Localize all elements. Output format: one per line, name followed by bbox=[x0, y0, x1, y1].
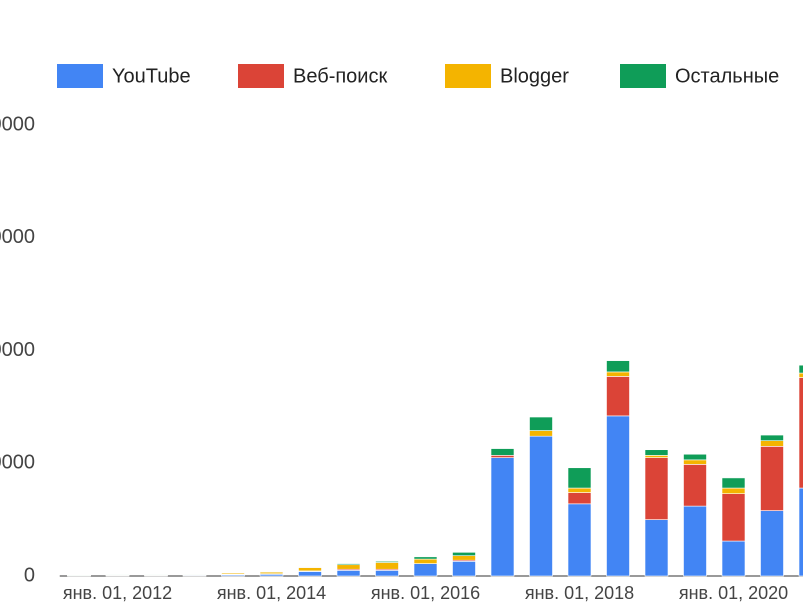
y-tick-label: 40000 bbox=[0, 113, 35, 135]
legend-label: Остальные bbox=[675, 65, 779, 87]
legend-swatch bbox=[238, 64, 284, 88]
bar-segment bbox=[683, 453, 707, 461]
bar-segment bbox=[490, 455, 515, 458]
bar-segment bbox=[760, 446, 784, 511]
x-tick-label: янв. 01, 2012 bbox=[63, 583, 172, 603]
bar-segment bbox=[798, 377, 803, 489]
bar-segment bbox=[721, 493, 746, 542]
bar-segment bbox=[760, 510, 784, 577]
bar-segment bbox=[336, 564, 361, 570]
bar-segment bbox=[644, 455, 669, 458]
x-tick-label: янв. 01, 2020 bbox=[679, 583, 788, 603]
bar-segment bbox=[644, 457, 669, 520]
bar-segment bbox=[529, 430, 553, 437]
legend-swatch bbox=[57, 64, 103, 88]
y-tick-label: 0 bbox=[24, 564, 35, 586]
bar-segment bbox=[452, 561, 476, 577]
bar-segment bbox=[221, 572, 245, 574]
bar-segment bbox=[298, 571, 322, 577]
legend-label: YouTube bbox=[112, 65, 191, 87]
bar-segment bbox=[644, 519, 669, 577]
bar-segment bbox=[721, 540, 746, 577]
bar-segment bbox=[452, 555, 476, 561]
bar-segment bbox=[683, 459, 707, 465]
y-tick-label: 20000 bbox=[0, 339, 35, 361]
bar-segment bbox=[683, 505, 707, 577]
bar-segment bbox=[798, 372, 803, 378]
bar-segment bbox=[452, 552, 476, 557]
bar-segment bbox=[683, 464, 707, 507]
bar-segment bbox=[375, 562, 399, 570]
bar-segment bbox=[413, 556, 438, 560]
y-tick-label: 30000 bbox=[0, 226, 35, 248]
x-tick-label: янв. 01, 2018 bbox=[525, 583, 634, 603]
bar-segment bbox=[413, 563, 438, 577]
legend-swatch bbox=[620, 64, 666, 88]
bar-segment bbox=[798, 364, 803, 374]
legend-swatch bbox=[445, 64, 491, 88]
bar-segment bbox=[298, 566, 322, 568]
bar-segment bbox=[798, 487, 803, 577]
bar-segment bbox=[375, 570, 399, 577]
bar-segment bbox=[721, 477, 746, 489]
bar-segment bbox=[567, 503, 592, 577]
bar-segment bbox=[760, 434, 784, 441]
bar-segment bbox=[644, 449, 669, 456]
bar-segment bbox=[760, 440, 784, 447]
bar-segment bbox=[567, 487, 592, 493]
bar-segment bbox=[606, 371, 630, 377]
bar-segment bbox=[413, 558, 438, 564]
bar-segment bbox=[529, 435, 553, 577]
bar-segment bbox=[490, 448, 515, 456]
bar-segment bbox=[606, 376, 630, 417]
x-tick-label: янв. 01, 2014 bbox=[217, 583, 326, 603]
bar-segment bbox=[721, 487, 746, 494]
y-tick-label: 10000 bbox=[0, 452, 35, 474]
bar-segment bbox=[606, 360, 630, 373]
bar-segment bbox=[490, 457, 515, 577]
bar-segment bbox=[529, 416, 553, 431]
bar-segment bbox=[567, 467, 592, 489]
bar-segment bbox=[298, 567, 322, 572]
bar-segment bbox=[336, 570, 361, 577]
legend-label: Blogger bbox=[500, 65, 569, 87]
bar-segment bbox=[336, 563, 361, 566]
bar-segment bbox=[259, 571, 284, 573]
bar-segment bbox=[567, 492, 592, 505]
legend-label: Веб-поиск bbox=[293, 65, 387, 87]
bar-segment bbox=[375, 561, 399, 563]
bar-segment bbox=[606, 415, 630, 577]
x-tick-label: янв. 01, 2016 bbox=[371, 583, 480, 603]
